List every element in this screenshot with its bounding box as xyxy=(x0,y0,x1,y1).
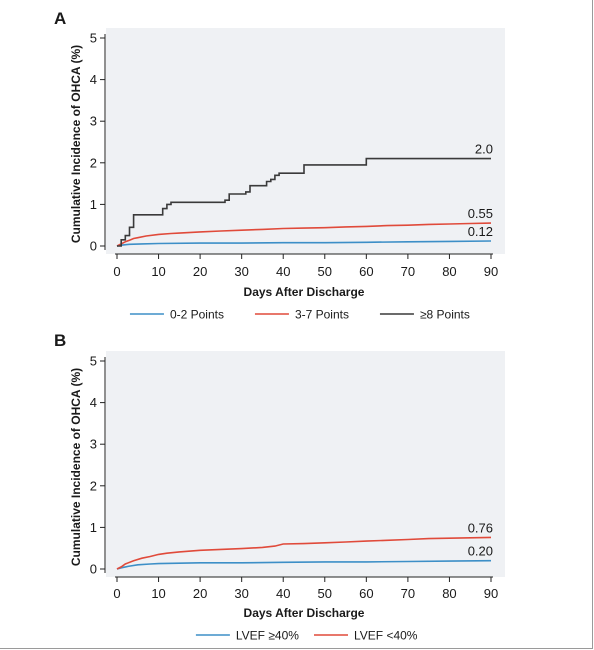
x-tick-label: 90 xyxy=(484,264,498,279)
legend-item: 3-7 Points xyxy=(254,308,349,322)
x-axis-title: Days After Discharge xyxy=(244,606,365,620)
legend-item: LVEF <40% xyxy=(314,629,418,643)
y-tick-label: 0 xyxy=(90,562,97,577)
y-tick-label: 2 xyxy=(90,478,97,493)
x-axis-title: Days After Discharge xyxy=(244,285,365,299)
x-tick-label: 40 xyxy=(276,586,290,601)
plot-area xyxy=(106,351,505,577)
x-tick-label: 60 xyxy=(359,264,373,279)
end-value-label: 2.0 xyxy=(475,142,493,157)
x-tick-label: 20 xyxy=(193,264,207,279)
y-tick-label: 5 xyxy=(90,354,97,369)
y-axis-title: Cumulative Incidence of OHCA (%) xyxy=(69,45,83,243)
x-tick-label: 10 xyxy=(151,586,165,601)
end-value-label: 0.55 xyxy=(468,206,493,221)
series-line-3 xyxy=(117,157,491,247)
x-tick-label: 70 xyxy=(401,264,415,279)
x-tick-label: 80 xyxy=(442,264,456,279)
x-tick-label: 70 xyxy=(401,586,415,601)
y-axis-title: Cumulative Incidence of OHCA (%) xyxy=(69,368,83,566)
legend: 0-2 Points 3-7 Points ≥8 Points xyxy=(129,308,470,322)
y-tick-label: 0 xyxy=(90,239,97,254)
y-tick-label: 4 xyxy=(90,72,97,87)
x-tick-label: 0 xyxy=(113,264,120,279)
series-line-1 xyxy=(116,559,492,570)
x-tick-label: 90 xyxy=(484,586,498,601)
end-value-label: 0.76 xyxy=(468,520,493,535)
x-tick-label: 30 xyxy=(234,586,248,601)
series-line-2 xyxy=(116,536,492,570)
y-tick-label: 1 xyxy=(90,520,97,535)
end-value-label: 0.20 xyxy=(468,544,493,559)
x-tick-label: 40 xyxy=(276,264,290,279)
y-tick-label: 5 xyxy=(90,31,97,46)
x-tick-label: 30 xyxy=(234,264,248,279)
series-line-2 xyxy=(116,222,492,247)
x-tick-label: 10 xyxy=(151,264,165,279)
y-tick-label: 2 xyxy=(90,155,97,170)
legend-item: LVEF ≥40% xyxy=(195,629,299,643)
legend-label: LVEF <40% xyxy=(354,629,418,643)
panel-label: B xyxy=(54,331,66,350)
legend-item: 0-2 Points xyxy=(129,308,224,322)
legend-label: ≥8 Points xyxy=(420,308,470,322)
panel-label: A xyxy=(54,9,66,28)
y-tick-label: 3 xyxy=(90,437,97,452)
plot-area xyxy=(106,28,505,254)
legend-label: LVEF ≥40% xyxy=(236,629,299,643)
y-tick-label: 4 xyxy=(90,395,97,410)
end-value-label: 0.12 xyxy=(468,224,493,239)
y-tick-label: 3 xyxy=(90,114,97,129)
x-tick-label: 80 xyxy=(442,586,456,601)
x-tick-label: 60 xyxy=(359,586,373,601)
x-tick-label: 20 xyxy=(193,586,207,601)
x-tick-label: 50 xyxy=(318,586,332,601)
legend-item: ≥8 Points xyxy=(379,308,470,322)
x-tick-label: 0 xyxy=(113,586,120,601)
legend: LVEF ≥40% LVEF <40% xyxy=(195,629,418,643)
legend-label: 0-2 Points xyxy=(170,308,224,322)
x-tick-label: 50 xyxy=(318,264,332,279)
y-tick-label: 1 xyxy=(90,197,97,212)
series-line-1 xyxy=(116,240,492,247)
legend-label: 3-7 Points xyxy=(295,308,349,322)
